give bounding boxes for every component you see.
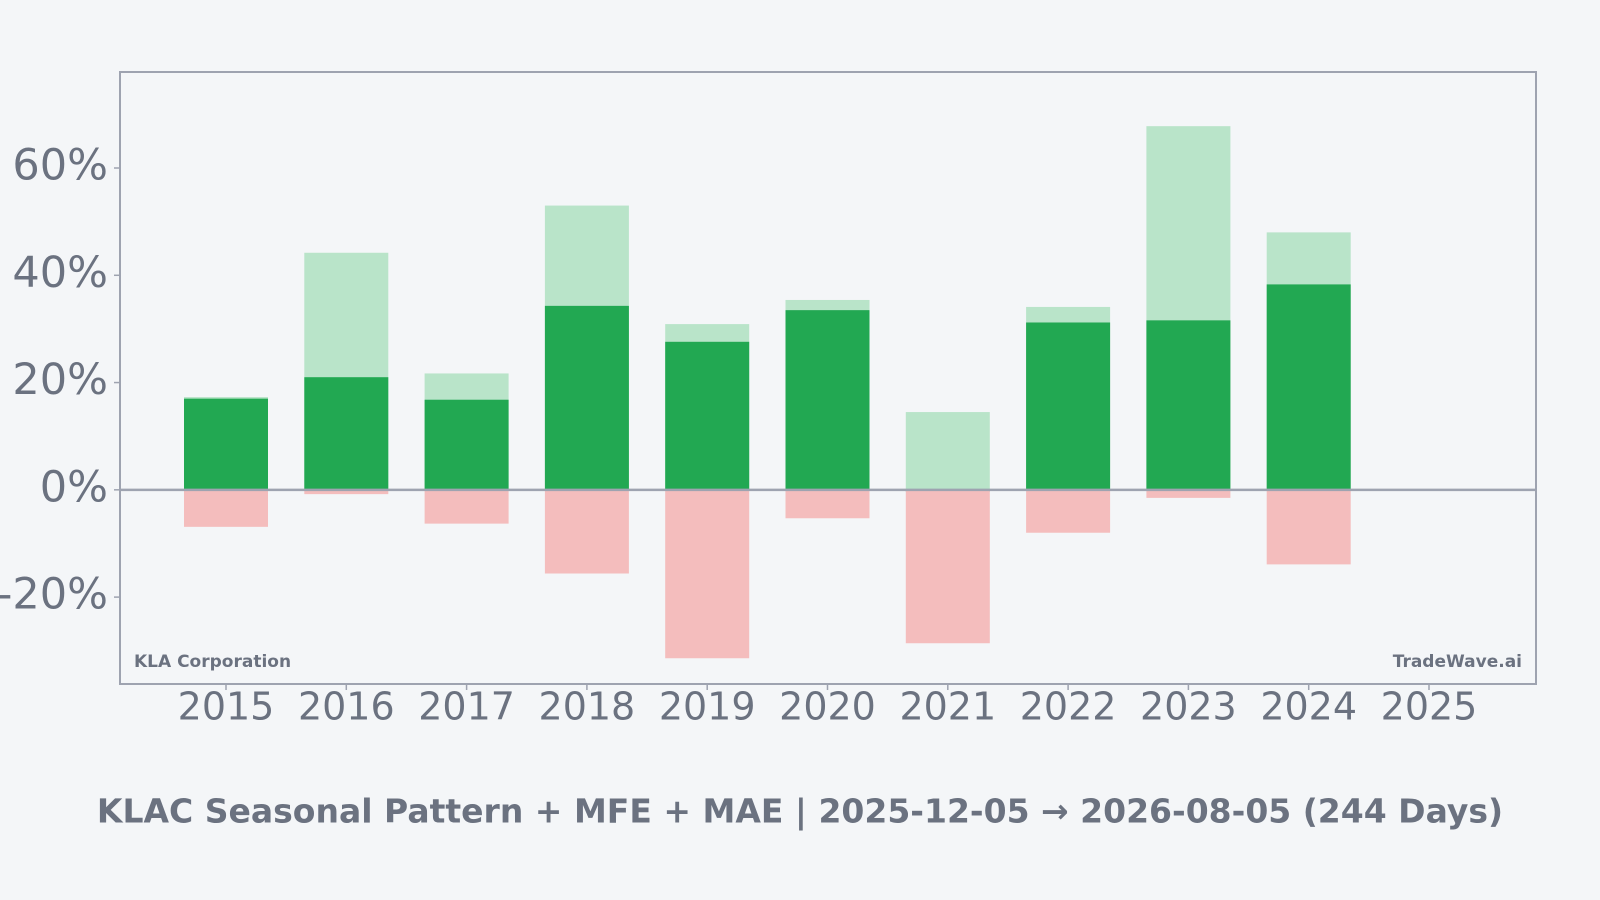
y-tick-label: 60% [12,141,108,191]
annotation: KLA Corporation [134,652,291,672]
bar [304,489,389,495]
x-tick-label: 2023 [1140,685,1237,729]
bar [1146,489,1231,498]
y-tick-label: -20% [0,570,108,620]
x-tick-label: 2024 [1260,685,1357,729]
y-tick-label: 0% [40,462,108,512]
bar [1026,489,1111,533]
x-tick-label: 2021 [899,685,996,729]
bar [544,489,629,574]
bar [665,489,750,659]
bar [785,310,870,490]
bar [304,377,389,490]
bar [1266,489,1351,565]
y-tick-label: 20% [12,355,108,405]
bar [1146,320,1231,490]
x-tick-label: 2022 [1020,685,1117,729]
y-tick-label: 40% [12,248,108,298]
x-tick-label: 2016 [298,685,395,729]
bar [424,489,509,524]
x-tick-label: 2020 [779,685,876,729]
bar [665,341,750,490]
x-tick-label: 2017 [418,685,515,729]
chart-title: KLAC Seasonal Pattern + MFE + MAE | 2025… [97,792,1503,831]
annotation: TradeWave.ai [1393,652,1522,672]
bar [905,489,990,644]
x-tick-label: 2018 [539,685,636,729]
bar [424,399,509,490]
bar [1026,322,1111,490]
bar [184,398,268,490]
bar [544,305,629,490]
x-tick-label: 2015 [178,685,275,729]
bar [785,489,870,519]
x-tick-label: 2025 [1381,685,1478,729]
bar [905,412,990,490]
bar [1266,284,1351,490]
x-tick-label: 2019 [659,685,756,729]
bar [184,489,268,527]
